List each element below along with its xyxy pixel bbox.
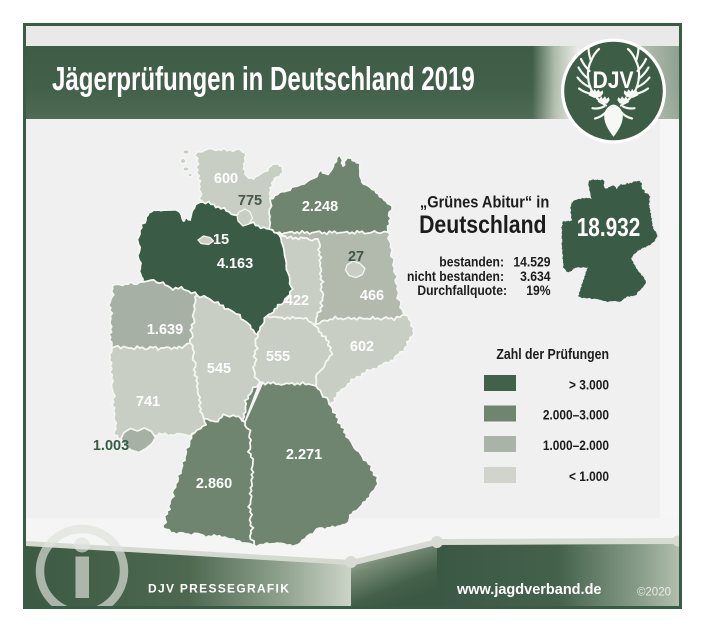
svg-text:Deutschland: Deutschland — [419, 210, 546, 238]
svg-text:> 3.000: > 3.000 — [569, 376, 609, 392]
svg-text:4.163: 4.163 — [217, 256, 253, 272]
svg-text:775: 775 — [238, 193, 262, 209]
svg-text:555: 555 — [266, 349, 290, 365]
svg-text:bestanden:: bestanden: — [439, 254, 504, 270]
svg-text:Jägerprüfungen in Deutschland: Jägerprüfungen in Deutschland 2019 — [52, 61, 475, 98]
svg-text:545: 545 — [207, 361, 231, 377]
svg-text:422: 422 — [285, 293, 309, 309]
svg-text:466: 466 — [360, 288, 384, 304]
svg-text:1.639: 1.639 — [147, 322, 183, 338]
svg-text:< 1.000: < 1.000 — [569, 468, 609, 484]
svg-text:1.000–2.000: 1.000–2.000 — [543, 437, 609, 453]
svg-text:„Grünes Abitur“ in: „Grünes Abitur“ in — [420, 194, 549, 212]
svg-text:2.000–3.000: 2.000–3.000 — [543, 406, 609, 422]
svg-text:2.860: 2.860 — [196, 476, 232, 492]
svg-text:www.jagdverband.de: www.jagdverband.de — [456, 582, 602, 598]
svg-text:602: 602 — [350, 339, 374, 355]
svg-text:nicht bestanden:: nicht bestanden: — [407, 268, 504, 284]
svg-text:Zahl der Prüfungen: Zahl der Prüfungen — [496, 346, 609, 362]
svg-text:19%: 19% — [526, 282, 551, 298]
svg-text:18.932: 18.932 — [577, 213, 641, 242]
svg-text:2.248: 2.248 — [302, 199, 338, 215]
svg-text:1.003: 1.003 — [93, 438, 129, 454]
svg-text:27: 27 — [348, 249, 364, 265]
svg-text:2.271: 2.271 — [286, 447, 322, 463]
svg-text:3.634: 3.634 — [520, 268, 551, 284]
svg-text:600: 600 — [214, 171, 238, 187]
svg-text:©2020: ©2020 — [637, 587, 671, 599]
svg-text:14.529: 14.529 — [513, 254, 550, 270]
svg-text:Durchfallquote:: Durchfallquote: — [417, 282, 507, 298]
svg-text:15: 15 — [213, 232, 229, 248]
svg-text:741: 741 — [136, 394, 160, 410]
svg-text:DJV: DJV — [592, 67, 633, 94]
svg-text:DJV PRESSEGRAFIK: DJV PRESSEGRAFIK — [148, 582, 290, 596]
